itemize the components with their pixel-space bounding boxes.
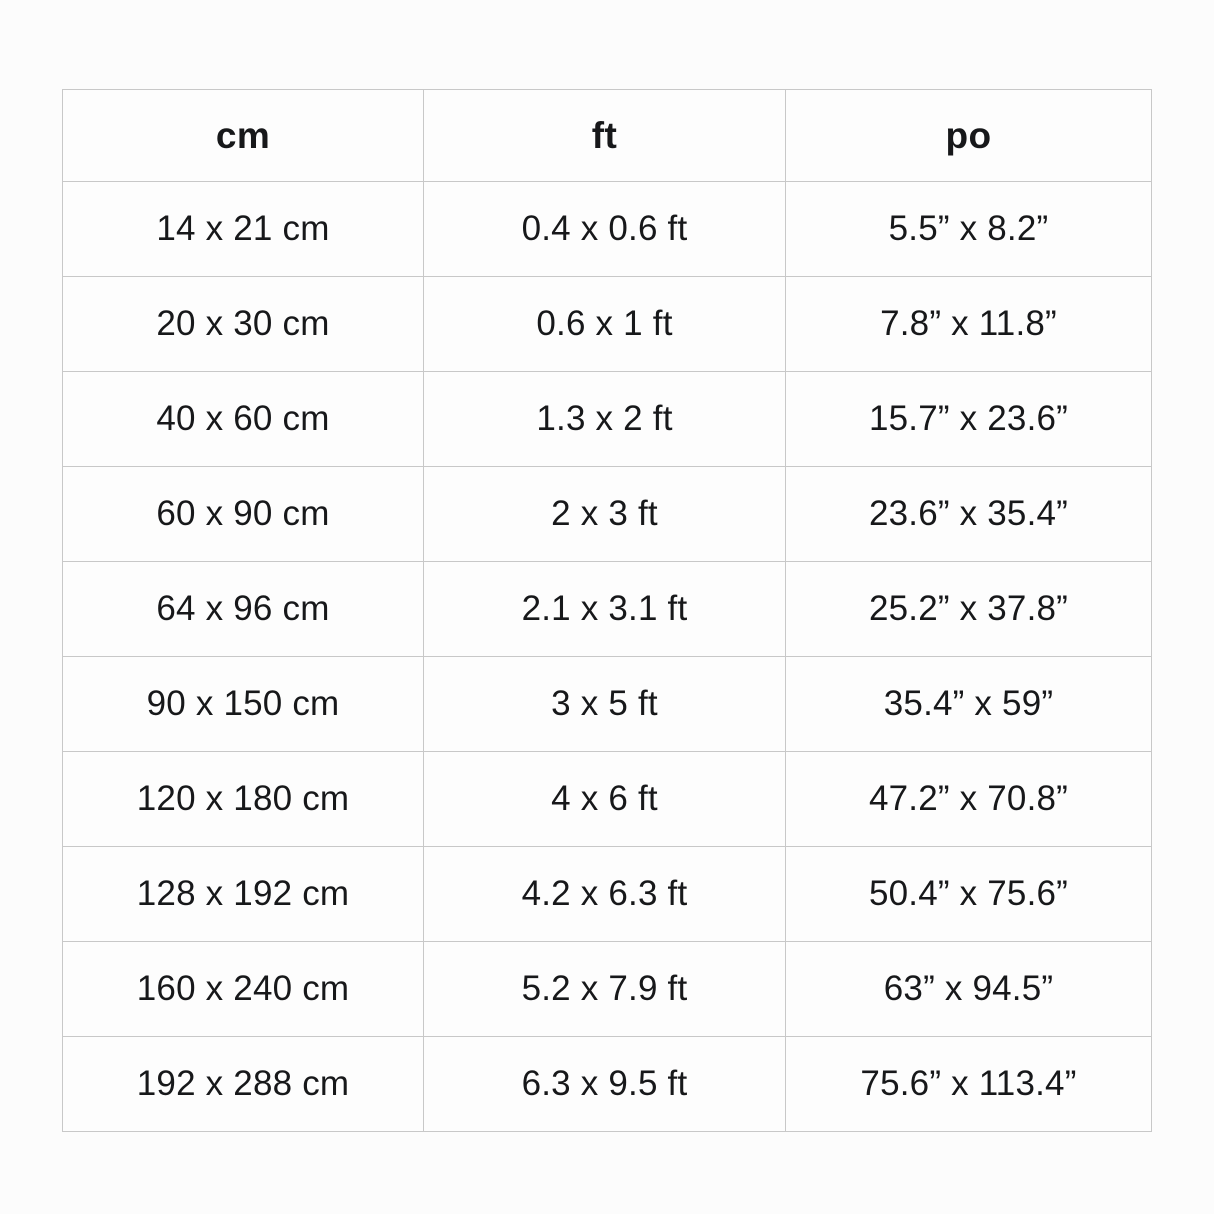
cell-ft: 4 x 6 ft: [423, 751, 786, 847]
table-body: 14 x 21 cm 0.4 x 0.6 ft 5.5” x 8.2” 20 x…: [62, 181, 1152, 1132]
cell-po: 63” x 94.5”: [785, 941, 1152, 1037]
cell-ft: 0.4 x 0.6 ft: [423, 181, 786, 277]
table-row: 40 x 60 cm 1.3 x 2 ft 15.7” x 23.6”: [62, 371, 1152, 467]
size-conversion-table: cm ft po 14 x 21 cm 0.4 x 0.6 ft 5.5” x …: [62, 89, 1152, 1132]
cell-ft: 1.3 x 2 ft: [423, 371, 786, 467]
cell-cm: 90 x 150 cm: [62, 656, 424, 752]
cell-cm: 40 x 60 cm: [62, 371, 424, 467]
table-row: 128 x 192 cm 4.2 x 6.3 ft 50.4” x 75.6”: [62, 846, 1152, 942]
column-header-ft: ft: [423, 89, 786, 182]
cell-cm: 192 x 288 cm: [62, 1036, 424, 1132]
cell-po: 47.2” x 70.8”: [785, 751, 1152, 847]
cell-cm: 20 x 30 cm: [62, 276, 424, 372]
table-row: 90 x 150 cm 3 x 5 ft 35.4” x 59”: [62, 656, 1152, 752]
table-row: 192 x 288 cm 6.3 x 9.5 ft 75.6” x 113.4”: [62, 1036, 1152, 1132]
cell-po: 75.6” x 113.4”: [785, 1036, 1152, 1132]
table-row: 14 x 21 cm 0.4 x 0.6 ft 5.5” x 8.2”: [62, 181, 1152, 277]
cell-cm: 120 x 180 cm: [62, 751, 424, 847]
column-header-cm: cm: [62, 89, 424, 182]
cell-ft: 2.1 x 3.1 ft: [423, 561, 786, 657]
cell-po: 23.6” x 35.4”: [785, 466, 1152, 562]
cell-ft: 5.2 x 7.9 ft: [423, 941, 786, 1037]
cell-ft: 0.6 x 1 ft: [423, 276, 786, 372]
cell-cm: 128 x 192 cm: [62, 846, 424, 942]
cell-po: 15.7” x 23.6”: [785, 371, 1152, 467]
table-header-row: cm ft po: [62, 89, 1152, 182]
cell-ft: 2 x 3 ft: [423, 466, 786, 562]
cell-ft: 6.3 x 9.5 ft: [423, 1036, 786, 1132]
cell-ft: 4.2 x 6.3 ft: [423, 846, 786, 942]
table-row: 20 x 30 cm 0.6 x 1 ft 7.8” x 11.8”: [62, 276, 1152, 372]
cell-cm: 14 x 21 cm: [62, 181, 424, 277]
cell-po: 7.8” x 11.8”: [785, 276, 1152, 372]
cell-po: 25.2” x 37.8”: [785, 561, 1152, 657]
cell-po: 5.5” x 8.2”: [785, 181, 1152, 277]
table-row: 60 x 90 cm 2 x 3 ft 23.6” x 35.4”: [62, 466, 1152, 562]
table-row: 120 x 180 cm 4 x 6 ft 47.2” x 70.8”: [62, 751, 1152, 847]
table-header: cm ft po: [62, 89, 1152, 182]
table-row: 160 x 240 cm 5.2 x 7.9 ft 63” x 94.5”: [62, 941, 1152, 1037]
cell-cm: 60 x 90 cm: [62, 466, 424, 562]
cell-ft: 3 x 5 ft: [423, 656, 786, 752]
column-header-po: po: [785, 89, 1152, 182]
cell-po: 35.4” x 59”: [785, 656, 1152, 752]
cell-cm: 160 x 240 cm: [62, 941, 424, 1037]
table-row: 64 x 96 cm 2.1 x 3.1 ft 25.2” x 37.8”: [62, 561, 1152, 657]
cell-cm: 64 x 96 cm: [62, 561, 424, 657]
cell-po: 50.4” x 75.6”: [785, 846, 1152, 942]
